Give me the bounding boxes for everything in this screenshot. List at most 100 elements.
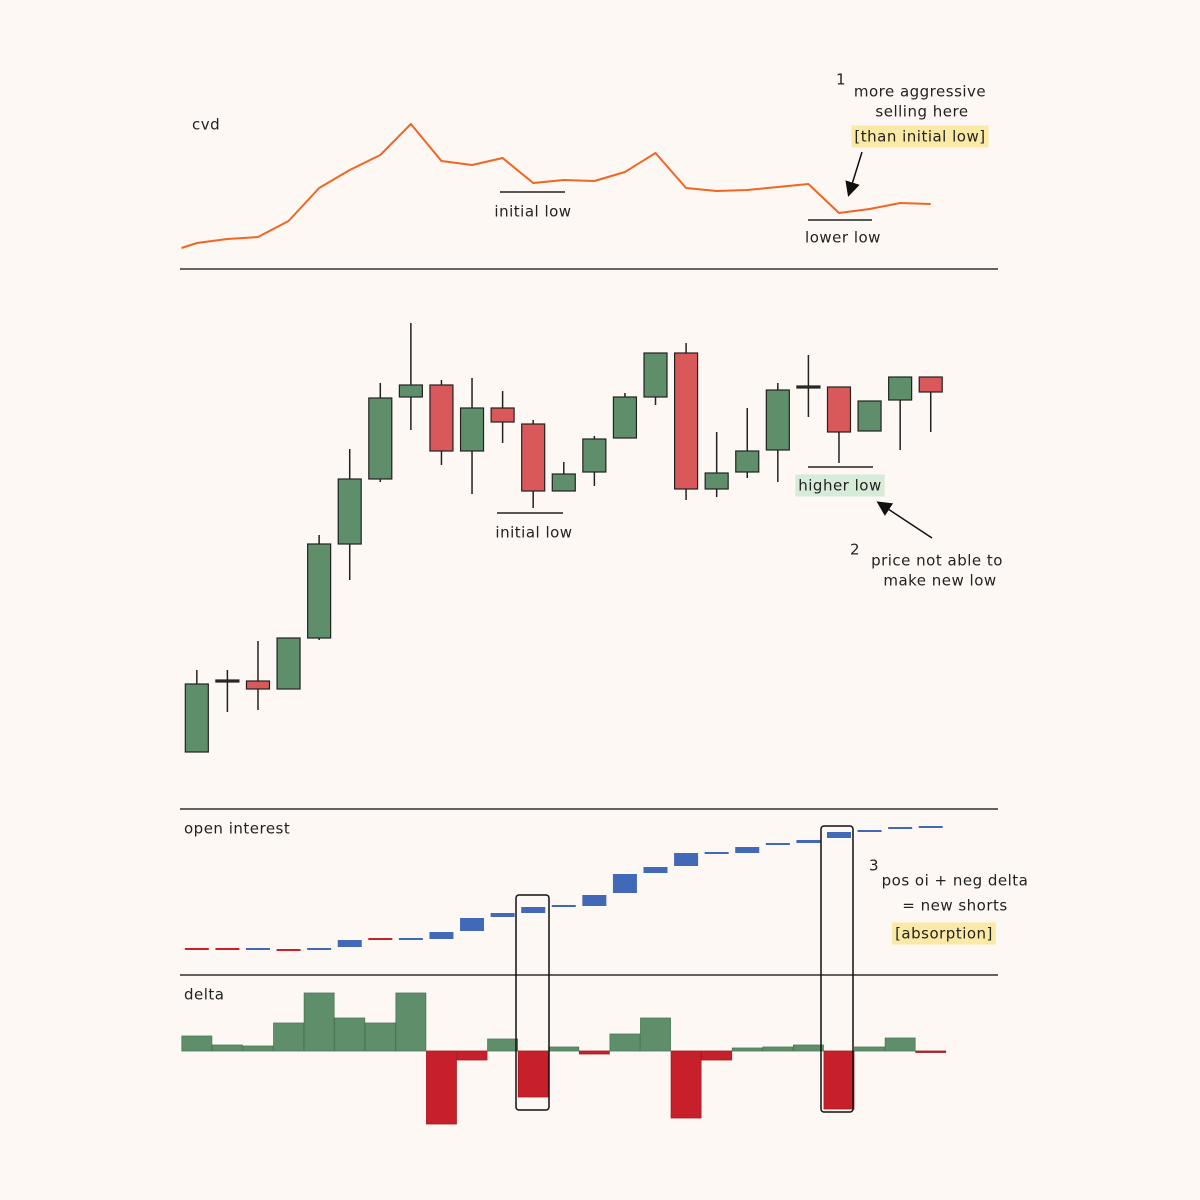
candle-body [888,376,913,401]
marks: cvd initial low lower low 1 more aggressive s… [181,71,1029,1125]
annotation-highlight [851,125,989,148]
candle-body [735,450,760,473]
annotation: 1 [836,71,846,89]
annotation-highlight [795,474,885,497]
candle-body [888,827,913,829]
candle-body [674,853,699,866]
candle-body [521,907,546,913]
annotation: more aggressive [854,83,986,101]
delta-bar [395,992,427,1052]
panel-title: delta [184,986,225,1004]
delta-bar [701,1050,733,1061]
delta-bar [854,1046,885,1052]
candle-body [826,832,851,838]
highlight-box [515,894,550,1111]
highlight-box [820,825,854,1113]
annotation: price not able to [871,552,1003,570]
arrow [845,151,863,197]
candle-body [490,407,515,423]
candle-body [337,478,362,545]
candle-body [460,918,485,931]
delta-bar [915,1050,947,1053]
delta-bar [823,1050,855,1110]
delta-bar [884,1037,916,1052]
candle-body [796,840,821,843]
delta-bar [211,1044,243,1052]
candle-body [307,543,332,639]
annotation: 2 [850,541,860,559]
candle-body [245,948,270,950]
candle-body [184,683,209,753]
candle-body [643,352,668,398]
annotation: initial low [494,203,571,221]
candle-body [184,948,209,950]
candle-body [918,376,943,393]
candle-body [918,826,943,828]
delta-bar [242,1045,274,1052]
delta-bar [670,1050,702,1119]
annotation: [absorption] [895,925,993,943]
candle-body [643,867,668,873]
annotation: pos oi + neg delta [882,872,1029,890]
candle-body [857,830,882,832]
candle-body [765,843,790,845]
delta-bar [426,1050,457,1125]
annotation: initial low [495,524,572,542]
candle-body [398,938,423,940]
candle-body [857,400,882,432]
candle-body [673,352,699,490]
candle-body [337,940,362,947]
candle-body [582,895,607,906]
delta-bar [364,1022,396,1052]
annotation: [than initial low] [854,128,985,146]
candle-body [276,949,301,951]
delta-bar [793,1044,824,1052]
candle-body [582,438,607,473]
candle-body [551,905,576,907]
delta-bar [181,1035,213,1052]
panel-title: cvd [192,116,220,134]
delta-bar [578,1050,610,1055]
candle-body [398,384,423,398]
delta-bar [548,1046,580,1052]
candle-body [704,852,729,854]
panel-title: open interest [184,820,290,838]
candle-body [368,397,393,480]
candle-body [796,385,821,389]
annotation: = new shorts [902,897,1007,915]
candle-body [826,386,852,433]
candle-body [735,847,760,853]
cvd-line [181,123,931,249]
delta-bar [334,1017,366,1052]
candle-body [521,423,546,492]
candle-body [429,932,454,939]
candle-body [551,473,576,492]
annotation: selling here [875,103,968,121]
arrow [876,501,933,539]
candle-body [215,679,240,683]
highlights [795,125,996,945]
delta-bar [487,1038,519,1052]
delta-bar [640,1017,671,1052]
candle-body [368,938,393,940]
candle-body [215,948,240,950]
annotation: 3 [869,857,879,875]
candle-body [245,680,271,690]
annotation: lower low [805,229,881,247]
delta-bar [731,1047,763,1052]
delta-bar [456,1050,488,1061]
delta-bar [273,1022,304,1052]
delta-bar [303,992,335,1052]
annotation: make new low [883,572,996,590]
candle-body [765,389,790,451]
annotation-highlight [892,922,996,945]
candle-body [307,948,332,950]
candle-body [704,472,729,490]
candle-body [490,913,515,917]
delta-bar [609,1033,641,1052]
annotation: higher low [798,477,881,495]
delta-bar [762,1046,794,1052]
candle-body [429,384,454,452]
